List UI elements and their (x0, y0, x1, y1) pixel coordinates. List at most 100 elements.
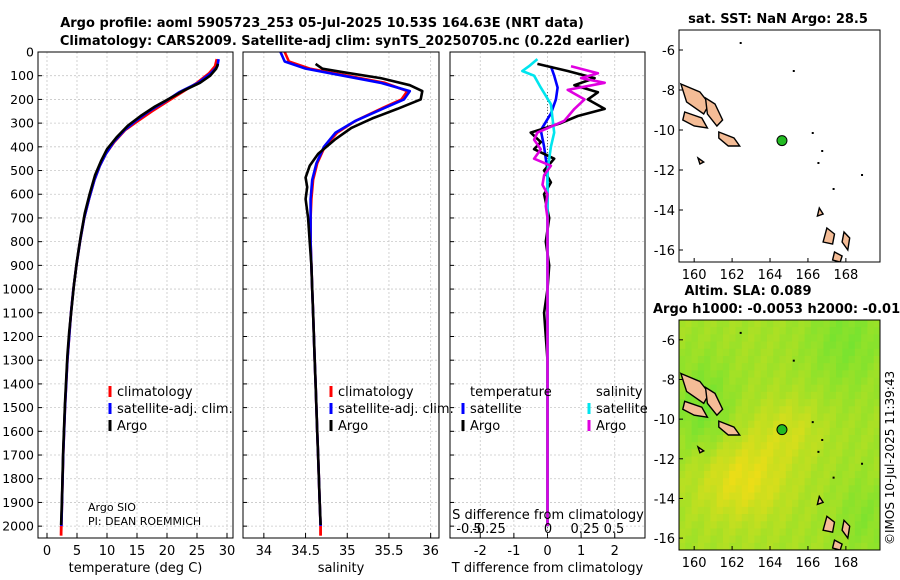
sla-cell (804, 355, 812, 364)
salinity-xlabel: salinity (318, 561, 365, 576)
sla-cell (735, 399, 743, 407)
sla-cell (741, 449, 749, 458)
sla-cell (722, 535, 730, 544)
sla-cell (810, 514, 818, 522)
diff-legend-temp-label: satellite (470, 402, 522, 417)
sla-cell (829, 478, 837, 486)
sla-cell (836, 334, 843, 343)
sla-cell (679, 320, 686, 328)
sla-cell (861, 341, 869, 350)
sla-cell (760, 320, 768, 328)
sla-cell (854, 521, 862, 530)
sla-cell (829, 427, 837, 436)
sla-cell (754, 341, 762, 350)
sla-cell (735, 528, 743, 537)
sla-cell (748, 449, 755, 458)
sla-cell (710, 442, 718, 450)
sla-cell (697, 348, 705, 357)
sla-cell (854, 413, 862, 422)
sst_map-ytick-label: -16 (654, 244, 675, 259)
sla-cell (785, 514, 793, 522)
sla-cell (773, 334, 781, 343)
sla-cell (810, 463, 818, 472)
sla-cell (779, 535, 787, 544)
sla-cell (836, 341, 843, 350)
sla-cell (685, 449, 693, 458)
sla-cell (798, 320, 806, 328)
sla-cell (766, 485, 774, 494)
sla-cell (804, 492, 812, 501)
islet-dot (817, 450, 820, 453)
sla-cell (861, 535, 869, 544)
sla-cell (842, 535, 850, 544)
sla-cell (798, 420, 806, 429)
sla-cell (836, 499, 843, 508)
sla-cell (817, 341, 825, 350)
sla-cell (829, 377, 837, 386)
sla-cell (829, 463, 837, 472)
sla-cell (697, 320, 705, 328)
depth-tick-label: 1400 (2, 376, 34, 391)
sla-cell (766, 363, 774, 371)
sla-cell (773, 384, 781, 393)
sla-cell (679, 514, 686, 522)
sla-cell (861, 528, 869, 537)
sla-cell (785, 470, 793, 479)
sla-cell (697, 521, 705, 530)
sla-cell (716, 384, 724, 393)
sla-cell (722, 499, 730, 508)
sla-cell (691, 485, 699, 494)
sla-cell (829, 435, 837, 443)
sla-cell (836, 391, 843, 400)
sla-cell (704, 377, 712, 386)
sla-cell (817, 327, 825, 335)
sla-cell (861, 514, 869, 522)
temperature-frame (37, 51, 234, 539)
temperature-legend-label: satellite-adj. clim. (117, 402, 233, 417)
sla-cell (748, 514, 755, 522)
sla-cell (679, 377, 686, 386)
sla-cell (735, 478, 743, 486)
sla-cell (773, 492, 781, 501)
sla-cell (710, 427, 718, 436)
sla-cell (785, 535, 793, 544)
sla-cell (817, 514, 825, 522)
sla-cell (685, 514, 693, 522)
sla-cell (773, 327, 781, 335)
sla-cell (760, 406, 768, 415)
sla-cell (867, 399, 875, 407)
sla-cell (829, 449, 837, 458)
sla-cell (854, 320, 862, 328)
sla-cell (679, 542, 686, 550)
sla-cell (823, 542, 831, 550)
sla-cell (861, 355, 869, 364)
diff-legend-temp-label: Argo (470, 419, 500, 434)
sla-cell (842, 420, 850, 429)
sla-cell (704, 485, 712, 494)
sla-cell (729, 420, 737, 429)
sla-cell (804, 535, 812, 544)
sla-cell (792, 341, 799, 350)
depth-tick-label: 2000 (2, 519, 34, 534)
sla-cell (836, 456, 843, 465)
sla-cell (823, 341, 831, 350)
sla-cell (735, 413, 743, 422)
sla-cell (685, 320, 693, 328)
sla-cell (760, 391, 768, 400)
sla-cell (679, 442, 686, 450)
sla-cell (748, 456, 755, 465)
sla-cell (697, 427, 705, 436)
sla-cell (766, 341, 774, 350)
sla-cell (691, 478, 699, 486)
sla-cell (748, 348, 755, 357)
sla-cell (710, 542, 718, 550)
sla_map-xtick-label: 164 (758, 556, 783, 571)
sla-cell (760, 363, 768, 371)
sla-cell (842, 341, 850, 350)
sla-cell (861, 456, 869, 465)
diff-legend-temperature-title: temperature (470, 385, 552, 400)
sla-cell (810, 399, 818, 407)
sla-cell (697, 470, 705, 479)
sla-cell (760, 514, 768, 522)
sla-cell (867, 470, 875, 479)
